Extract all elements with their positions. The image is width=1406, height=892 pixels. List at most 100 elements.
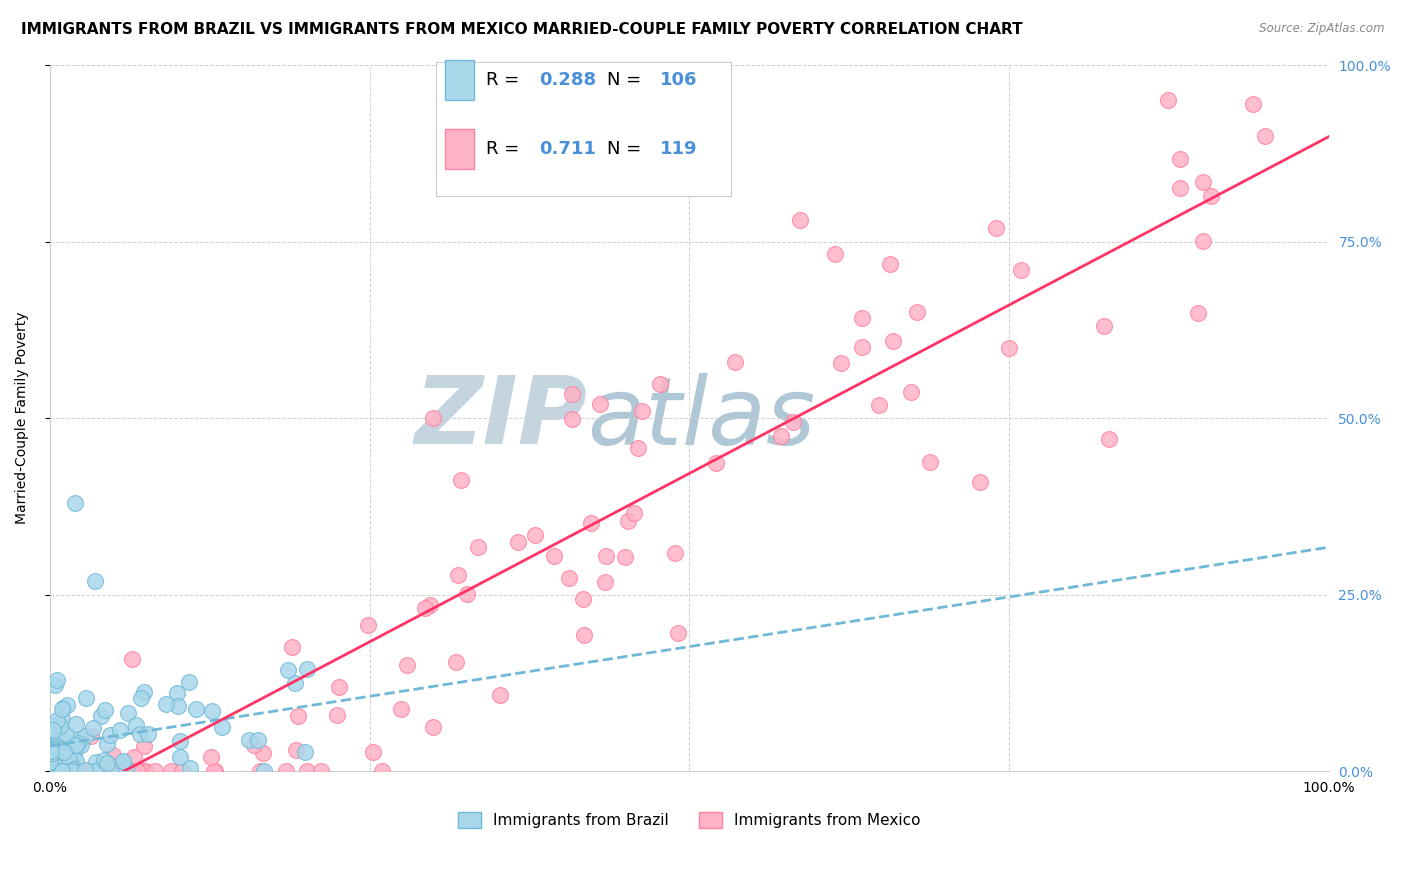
- Point: [60, 764, 83, 778]
- Point: [617, 515, 640, 529]
- Point: [357, 617, 380, 632]
- Point: [62, 762, 84, 776]
- Point: [111, 764, 134, 779]
- Point: [39, 743, 62, 757]
- Point: [281, 640, 304, 654]
- Point: [86, 764, 108, 779]
- Point: [66, 736, 89, 750]
- Point: [284, 675, 307, 690]
- Point: [114, 762, 136, 776]
- Point: [169, 734, 191, 748]
- Text: N =: N =: [607, 140, 647, 159]
- Point: [41, 737, 63, 751]
- Point: [125, 718, 148, 732]
- Point: [614, 549, 637, 564]
- Point: [1168, 153, 1191, 167]
- Point: [186, 702, 208, 716]
- Point: [111, 754, 134, 768]
- Point: [179, 761, 201, 775]
- Point: [48, 734, 70, 748]
- Point: [593, 574, 616, 589]
- Point: [75, 764, 97, 779]
- Point: [326, 708, 349, 723]
- Point: [56, 752, 79, 766]
- Point: [1157, 93, 1180, 107]
- Point: [294, 745, 316, 759]
- Point: [120, 764, 142, 779]
- Point: [38, 755, 60, 769]
- Point: [595, 549, 617, 563]
- Point: [422, 720, 444, 734]
- Point: [297, 662, 319, 676]
- Point: [101, 747, 124, 762]
- Point: [664, 546, 686, 560]
- Point: [67, 731, 90, 746]
- Point: [45, 738, 67, 752]
- Point: [134, 739, 156, 753]
- Point: [238, 732, 260, 747]
- Point: [60, 764, 83, 779]
- Point: [98, 728, 121, 742]
- Point: [96, 764, 118, 779]
- Point: [51, 764, 73, 779]
- Point: [82, 721, 104, 735]
- Point: [52, 756, 75, 771]
- Point: [419, 598, 441, 612]
- Point: [65, 755, 87, 769]
- Point: [48, 739, 70, 754]
- Point: [1168, 181, 1191, 195]
- Point: [94, 703, 117, 717]
- Text: atlas: atlas: [586, 373, 815, 464]
- Point: [65, 738, 87, 752]
- Point: [41, 723, 63, 737]
- Point: [84, 756, 107, 770]
- Point: [131, 764, 153, 779]
- Point: [572, 591, 595, 606]
- Point: [60, 759, 83, 773]
- Point: [851, 340, 873, 354]
- Point: [169, 749, 191, 764]
- Point: [824, 247, 846, 261]
- Point: [62, 764, 84, 779]
- Point: [51, 764, 73, 779]
- FancyBboxPatch shape: [444, 129, 474, 169]
- Point: [851, 311, 873, 326]
- Point: [243, 738, 266, 752]
- Point: [134, 764, 156, 779]
- Point: [42, 764, 65, 779]
- Point: [1187, 306, 1209, 320]
- Point: [112, 764, 135, 779]
- Point: [456, 587, 478, 601]
- Point: [49, 719, 72, 733]
- Point: [561, 386, 583, 401]
- Point: [328, 680, 350, 694]
- Point: [543, 549, 565, 564]
- Point: [309, 764, 332, 779]
- Point: [1254, 128, 1277, 143]
- Point: [52, 701, 75, 715]
- Point: [277, 663, 299, 677]
- Point: [49, 747, 72, 762]
- Point: [49, 760, 72, 774]
- Point: [413, 600, 436, 615]
- Text: Source: ZipAtlas.com: Source: ZipAtlas.com: [1260, 22, 1385, 36]
- Point: [65, 764, 87, 779]
- Point: [998, 341, 1021, 355]
- Point: [574, 628, 596, 642]
- Point: [53, 747, 76, 761]
- Point: [63, 747, 86, 762]
- Point: [132, 685, 155, 699]
- Point: [631, 404, 654, 418]
- Point: [1192, 235, 1215, 249]
- Point: [42, 764, 65, 779]
- Point: [59, 764, 82, 779]
- Point: [84, 764, 107, 779]
- Point: [96, 737, 118, 751]
- Point: [39, 757, 62, 772]
- Point: [45, 673, 67, 688]
- Point: [41, 746, 63, 760]
- Point: [253, 764, 276, 779]
- Point: [918, 455, 941, 469]
- Point: [128, 727, 150, 741]
- Point: [112, 755, 135, 769]
